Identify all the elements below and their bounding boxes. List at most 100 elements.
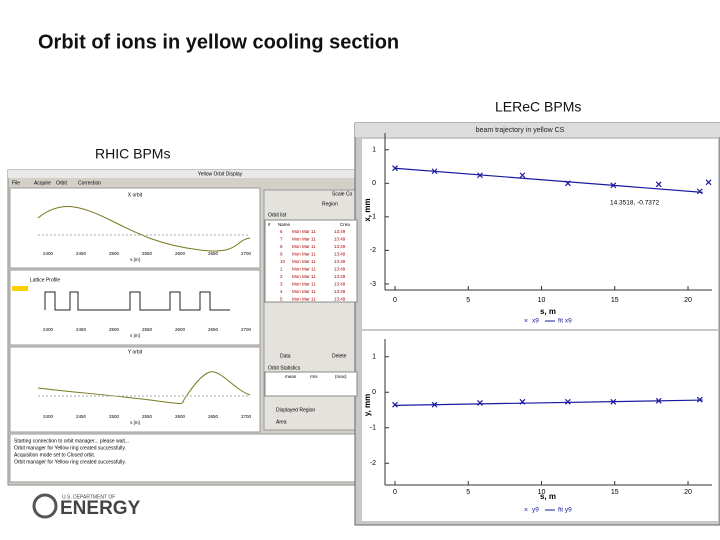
lattice-panel (9, 269, 261, 346)
y-tick-label: 1 (372, 354, 376, 361)
table-cell[interactable]: 13:49 (334, 297, 346, 302)
legend-marker: × (524, 507, 528, 514)
legend-swatch (12, 286, 28, 291)
log-line: Orbit manager for Yellow ring created su… (14, 459, 126, 465)
legend-label: x9 (532, 318, 539, 325)
logo-top: U.S. DEPARTMENT OF (62, 494, 115, 500)
y-orbit-trace (37, 371, 251, 404)
plot-panel (362, 331, 718, 521)
side-label[interactable]: Delete (332, 353, 347, 359)
logo-emblem (32, 493, 58, 519)
table-cell[interactable]: 13:49 (334, 229, 346, 234)
s-tick-label: 2400 (43, 327, 54, 332)
s-tick-label: 2700 (241, 414, 252, 419)
side-label: Displayed Region (276, 407, 315, 413)
legend-label: fit y9 (558, 507, 572, 514)
x-orbit-trace (37, 206, 251, 252)
s-tick-label: 2400 (43, 414, 54, 419)
table-header: (max) (335, 374, 347, 379)
x-tick-label: 10 (538, 297, 546, 304)
rhic-label: RHIC BPMs (95, 146, 170, 162)
slide-title: Orbit of ions in yellow cooling section (38, 31, 399, 53)
x-tick-label: 0 (393, 297, 397, 304)
table-cell[interactable]: Mon Mar 11 (292, 289, 316, 294)
menu-item[interactable]: Orbit (56, 180, 67, 186)
s-tick-label: 2650 (208, 414, 219, 419)
plot-title: X orbit (128, 192, 143, 198)
y-tick-label: -3 (370, 281, 376, 288)
table-cell[interactable]: 13:49 (334, 237, 346, 242)
point (519, 172, 526, 179)
table-cell[interactable]: 13:49 (334, 244, 346, 249)
rhic-window-title: Yellow Orbit Display (198, 171, 243, 177)
s-tick-label: 2550 (142, 251, 153, 256)
table-cell[interactable]: 7 (280, 237, 283, 242)
x-orbit-panel (9, 187, 261, 269)
table-cell[interactable]: Mon Mar 11 (292, 229, 316, 234)
x-tick-label: 20 (684, 297, 692, 304)
log-line: Acquisition mode set to Closed orbit. (14, 452, 95, 458)
table-cell[interactable]: 2 (280, 274, 283, 279)
table-cell[interactable]: Mon Mar 11 (292, 237, 316, 242)
s-axis-label: s [m] (130, 333, 140, 338)
lattice-trace (44, 291, 230, 311)
table-cell[interactable]: Mon Mar 11 (292, 244, 316, 249)
fit-line (394, 167, 703, 193)
table-cell[interactable]: 5 (280, 297, 283, 302)
legend-label: fit x9 (558, 318, 572, 325)
point (696, 188, 703, 195)
side-label: Area (276, 419, 287, 425)
table-cell[interactable]: Mon Mar 11 (292, 282, 316, 287)
table-cell[interactable]: Mon Mar 11 (292, 274, 316, 279)
point (477, 399, 483, 406)
table-cell[interactable]: Mon Mar 11 (292, 297, 316, 302)
s-tick-label: 2550 (142, 327, 153, 332)
table-cell[interactable]: 13:49 (334, 274, 346, 279)
y-tick-label: -2 (370, 247, 376, 254)
table-cell[interactable]: 8 (280, 244, 283, 249)
y-axis-label: y, mm (363, 394, 372, 417)
table-cell[interactable]: 10 (280, 259, 286, 264)
table-cell[interactable]: 13:49 (334, 252, 346, 257)
table-cell[interactable]: 6 (280, 229, 283, 234)
table-cell[interactable]: 13:49 (334, 282, 346, 287)
table-cell[interactable]: Mon Mar 11 (292, 259, 316, 264)
menu-item[interactable]: Acquire (34, 180, 51, 186)
s-tick-label: 2500 (109, 414, 120, 419)
table-cell[interactable]: Mon Mar 11 (292, 267, 316, 272)
logo-main: ENERGY (60, 498, 141, 519)
side-label: Region (322, 201, 338, 207)
y-tick-label: 1 (372, 147, 376, 154)
lerec-label: LEReC BPMs (495, 99, 581, 115)
table-cell[interactable]: 13:49 (334, 259, 346, 264)
plot-title: Y orbit (128, 349, 143, 355)
table-header: # (268, 222, 271, 227)
menu-item[interactable]: Correction (78, 180, 101, 186)
side-label: Orbit Statistics (268, 365, 301, 371)
s-tick-label: 2550 (142, 414, 153, 419)
table-cell[interactable]: Mon Mar 11 (292, 252, 316, 257)
x-axis-label: s, m (540, 492, 556, 501)
x-tick-label: 0 (393, 489, 397, 496)
point (655, 181, 662, 188)
x-tick-label: 15 (611, 489, 619, 496)
table-cell[interactable]: 3 (280, 282, 283, 287)
menu-item[interactable]: File (12, 180, 20, 186)
y-tick-label: -2 (370, 460, 376, 467)
table-cell[interactable]: 13:49 (334, 289, 346, 294)
table-header: Crea (340, 222, 350, 227)
x-tick-label: 20 (684, 489, 692, 496)
table-cell[interactable]: 1 (280, 267, 283, 272)
s-tick-label: 2600 (175, 327, 186, 332)
table-cell[interactable]: 4 (280, 289, 283, 294)
table-cell[interactable]: 9 (280, 252, 283, 257)
s-tick-label: 2450 (76, 414, 87, 419)
s-tick-label: 2700 (241, 327, 252, 332)
side-label[interactable]: Data (280, 353, 291, 359)
y-axis-label: x, mm (363, 198, 372, 221)
lerec-window-title: beam trajectory in yellow CS (476, 127, 565, 134)
table-cell[interactable]: 13:49 (334, 267, 346, 272)
legend-label: y9 (532, 507, 539, 514)
table-header: mean (285, 374, 297, 379)
